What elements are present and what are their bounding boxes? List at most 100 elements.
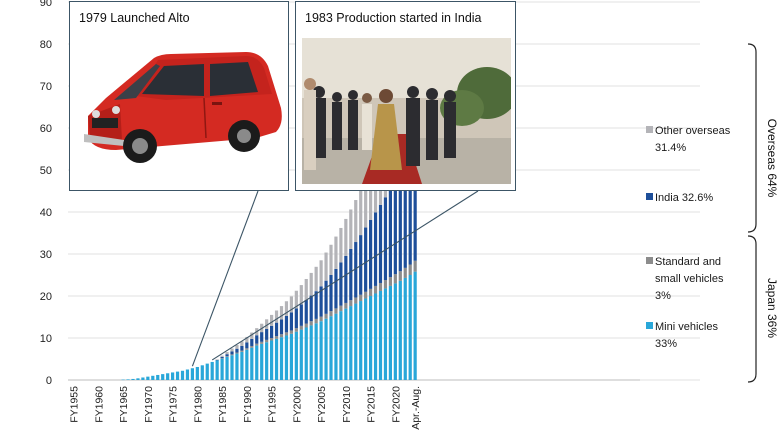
bar-segment-other-overseas [304, 278, 308, 300]
bar-segment-standard-and-small-vehicles [324, 313, 328, 319]
bracket-japan [747, 235, 757, 383]
bar-segment-standard-and-small-vehicles [255, 343, 259, 346]
bar-segment-other-overseas [339, 227, 343, 263]
bar-segment-india [403, 166, 407, 268]
bar-segment-india [393, 183, 397, 275]
bar-segment-india [289, 312, 293, 331]
bar-segment-standard-and-small-vehicles [378, 282, 383, 291]
bar-segment-mini-vehicles [180, 370, 185, 380]
bar-segment-mini-vehicles [161, 374, 165, 380]
bar-segment-mini-vehicles [126, 379, 130, 380]
inset-india: 1983 Production started in India [295, 1, 516, 191]
bar-segment-other-overseas [329, 244, 333, 275]
bar-segment-standard-and-small-vehicles [225, 356, 229, 357]
bar-segment-standard-and-small-vehicles [329, 311, 333, 317]
bar-segment-mini-vehicles [359, 301, 363, 380]
bar-segment-mini-vehicles [151, 375, 155, 380]
bar-segment-standard-and-small-vehicles [284, 332, 289, 336]
bar-segment-india [225, 354, 229, 357]
bar-segment-other-overseas [299, 285, 303, 305]
bar-segment-india [324, 280, 328, 314]
bar-segment-standard-and-small-vehicles [398, 271, 402, 281]
bar-segment-standard-and-small-vehicles [260, 341, 264, 344]
bar-segment-other-overseas [369, 169, 373, 220]
bar-segment-standard-and-small-vehicles [344, 302, 348, 309]
y-tick-label: 10 [40, 333, 52, 345]
bar-segment-mini-vehicles [294, 331, 298, 380]
x-tick-label: FY1975 [168, 386, 180, 423]
bar-segment-standard-and-small-vehicles [289, 330, 293, 334]
bar-segment-india [240, 345, 244, 351]
bar-segment-mini-vehicles [225, 356, 229, 380]
y-tick-label: 60 [40, 123, 52, 135]
bar-segment-other-overseas [250, 332, 254, 339]
bar-segment-mini-vehicles [383, 288, 388, 380]
legend-label: 3% [655, 290, 671, 302]
bar-segment-india [398, 175, 402, 272]
y-tick-label: 40 [40, 207, 52, 219]
bar-segment-mini-vehicles [136, 378, 140, 380]
bar-segment-mini-vehicles [299, 329, 303, 380]
bar-segment-india [378, 204, 383, 283]
group-label-overseas: Overseas 64% [765, 119, 779, 198]
x-tick-label: FY2020 [390, 386, 402, 423]
bar-segment-standard-and-small-vehicles [279, 334, 284, 338]
bar-segment-india [383, 197, 388, 281]
bar-segment-mini-vehicles [121, 379, 125, 381]
x-tick-label: FY1995 [267, 386, 279, 423]
bar-segment-mini-vehicles [141, 377, 145, 380]
bar-segment-india [265, 328, 269, 340]
bar-segment-india [413, 149, 417, 261]
bar-segment-mini-vehicles [220, 358, 224, 380]
bar-segment-mini-vehicles [339, 311, 343, 380]
bar-segment-india [314, 291, 318, 319]
bar-segment-other-overseas [270, 314, 274, 326]
bar-segment-india [270, 325, 274, 338]
group-brackets: Overseas 64% Japan 36% [747, 43, 779, 383]
bar-segment-mini-vehicles [171, 372, 175, 380]
bar-segment-standard-and-small-vehicles [245, 348, 249, 350]
callout-line-alto [191, 190, 259, 367]
bar-segment-mini-vehicles [146, 376, 150, 380]
bar-segment-mini-vehicles [369, 296, 373, 380]
legend-swatch [646, 126, 653, 133]
bar-segment-mini-vehicles [378, 290, 383, 380]
bar-segment-standard-and-small-vehicles [235, 352, 239, 354]
legend-label: India 32.6% [655, 192, 713, 204]
bar-segment-mini-vehicles [274, 338, 279, 380]
bar-segment-other-overseas [230, 348, 234, 352]
y-tick-label: 0 [46, 375, 52, 387]
legend-swatch [646, 257, 653, 264]
bar-segment-other-overseas [314, 266, 318, 292]
bar-segment-standard-and-small-vehicles [403, 267, 407, 278]
x-tick-label: FY1980 [192, 386, 204, 423]
bar-segment-standard-and-small-vehicles [220, 358, 224, 359]
legend-label: 31.4% [655, 142, 686, 154]
legend-label: small vehicles [655, 273, 724, 285]
callout-lines [191, 190, 479, 367]
bar-segment-mini-vehicles [413, 271, 417, 380]
bar-segment-mini-vehicles [304, 327, 308, 380]
bar-segment-standard-and-small-vehicles [250, 345, 254, 348]
legend-label: Other overseas [655, 125, 731, 137]
bar-segment-mini-vehicles [388, 285, 392, 380]
bar-segment-india [309, 295, 313, 322]
bar-segment-other-overseas [344, 218, 348, 256]
bar-segment-standard-and-small-vehicles [388, 277, 392, 286]
bar-segment-india [220, 356, 224, 359]
bar-segment-mini-vehicles [156, 374, 160, 380]
bar-segment-mini-vehicles [245, 349, 249, 380]
bar-segment-mini-vehicles [195, 366, 199, 380]
bar-segment-india [344, 255, 348, 303]
bar-segment-other-overseas [245, 336, 249, 343]
bar-segment-standard-and-small-vehicles [294, 328, 298, 332]
bar-segment-mini-vehicles [393, 283, 397, 380]
bar-segment-india [235, 348, 239, 353]
x-tick-label: Apr.-Aug. [410, 386, 422, 430]
legend-swatch [646, 322, 653, 329]
x-tick-label: FY2010 [341, 386, 353, 423]
bar-segment-mini-vehicles [175, 371, 180, 380]
bar-segment-mini-vehicles [364, 298, 368, 380]
bar-segment-standard-and-small-vehicles [369, 288, 373, 296]
bar-segment-mini-vehicles [284, 335, 289, 380]
